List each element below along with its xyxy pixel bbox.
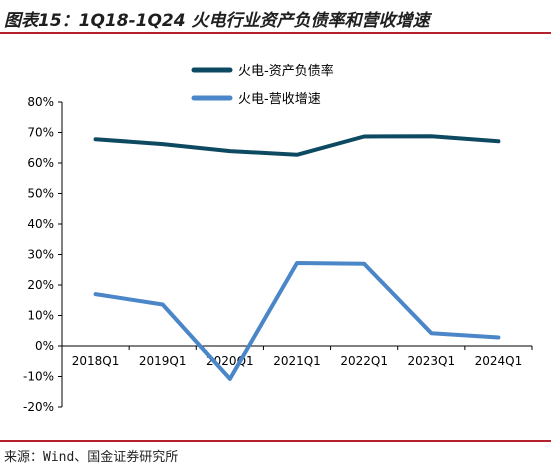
y-tick-label: 80% — [27, 95, 54, 109]
y-tick-label: -10% — [23, 370, 54, 384]
y-tick-label: 30% — [27, 248, 54, 262]
source-note: 来源：Wind、国金证券研究所 — [4, 450, 179, 465]
series-line-1 — [93, 134, 501, 157]
y-tick-label: -20% — [23, 400, 54, 414]
y-tick-label: 40% — [27, 217, 54, 231]
y-axis: 80% 70% 60% 50% 40% 30% 20% 10% 0% -10% -20% — [23, 95, 63, 414]
x-tick-label: 2023Q1 — [407, 354, 455, 368]
x-tick-label: 2021Q1 — [273, 354, 321, 368]
y-tick-label: 60% — [27, 156, 54, 170]
y-tick-label: 20% — [27, 278, 54, 292]
legend-label-1: 火电-资产负债率 — [238, 63, 334, 79]
x-tick-label: 2022Q1 — [340, 354, 388, 368]
y-tick-label: 50% — [27, 187, 54, 201]
chart-title: 图表15：1Q18-1Q24 火电行业资产负债率和营收增速 — [4, 11, 430, 31]
x-tick-label: 2019Q1 — [139, 354, 187, 368]
x-axis: 2018Q1 2019Q1 2020Q1 2021Q1 2022Q1 2023Q1 2024… — [61, 345, 533, 368]
source-bar: 来源：Wind、国金证券研究所 — [0, 440, 551, 465]
legend-label-2: 火电-营收增速 — [238, 92, 321, 107]
title-bar: 图表15：1Q18-1Q24 火电行业资产负债率和营收增速 — [0, 0, 551, 34]
series-line-2 — [93, 261, 501, 381]
y-tick-label: 10% — [27, 309, 54, 323]
x-tick-label: 2024Q1 — [475, 354, 523, 368]
series-group — [93, 134, 501, 381]
x-tick-label: 2018Q1 — [72, 354, 120, 368]
y-tick-label: 70% — [27, 126, 54, 140]
y-tick-label: 0% — [35, 339, 54, 353]
